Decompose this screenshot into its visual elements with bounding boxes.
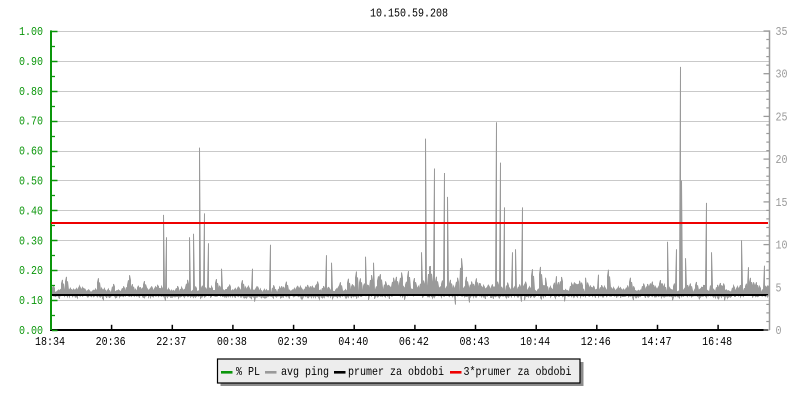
svg-text:0: 0 — [776, 324, 782, 338]
svg-text:10: 10 — [776, 239, 788, 253]
svg-text:20: 20 — [776, 153, 788, 167]
svg-text:0.80: 0.80 — [19, 85, 43, 99]
svg-text:15: 15 — [776, 196, 788, 210]
svg-text:22:37: 22:37 — [156, 335, 186, 349]
svg-text:0.20: 0.20 — [19, 264, 43, 278]
svg-text:0.70: 0.70 — [19, 115, 43, 129]
svg-text:0.90: 0.90 — [19, 55, 43, 69]
svg-text:12:46: 12:46 — [581, 335, 611, 349]
svg-text:08:43: 08:43 — [460, 335, 490, 349]
svg-text:10:44: 10:44 — [520, 335, 550, 349]
svg-text:0.10: 0.10 — [19, 294, 43, 308]
svg-text:5: 5 — [776, 281, 782, 295]
svg-text:0.40: 0.40 — [19, 204, 43, 218]
svg-text:3*prumer za obdobi: 3*prumer za obdobi — [464, 365, 572, 379]
svg-text:25: 25 — [776, 110, 788, 124]
svg-text:prumer za obdobi: prumer za obdobi — [348, 365, 444, 379]
svg-text:14:47: 14:47 — [641, 335, 671, 349]
svg-text:10.150.59.208: 10.150.59.208 — [370, 7, 448, 21]
svg-text:06:42: 06:42 — [399, 335, 429, 349]
svg-text:avg ping: avg ping — [281, 365, 329, 379]
svg-text:0.30: 0.30 — [19, 234, 43, 248]
svg-text:04:40: 04:40 — [338, 335, 368, 349]
svg-text:02:39: 02:39 — [278, 335, 308, 349]
svg-text:00:38: 00:38 — [217, 335, 247, 349]
svg-text:0.00: 0.00 — [19, 324, 43, 338]
svg-text:1.00: 1.00 — [19, 25, 43, 39]
svg-text:35: 35 — [776, 25, 788, 39]
svg-text:20:36: 20:36 — [96, 335, 126, 349]
svg-text:30: 30 — [776, 68, 788, 82]
svg-text:% PL: % PL — [236, 365, 260, 379]
svg-text:0.50: 0.50 — [19, 175, 43, 189]
svg-text:16:48: 16:48 — [702, 335, 732, 349]
svg-text:0.60: 0.60 — [19, 145, 43, 159]
svg-text:18:34: 18:34 — [35, 335, 65, 349]
